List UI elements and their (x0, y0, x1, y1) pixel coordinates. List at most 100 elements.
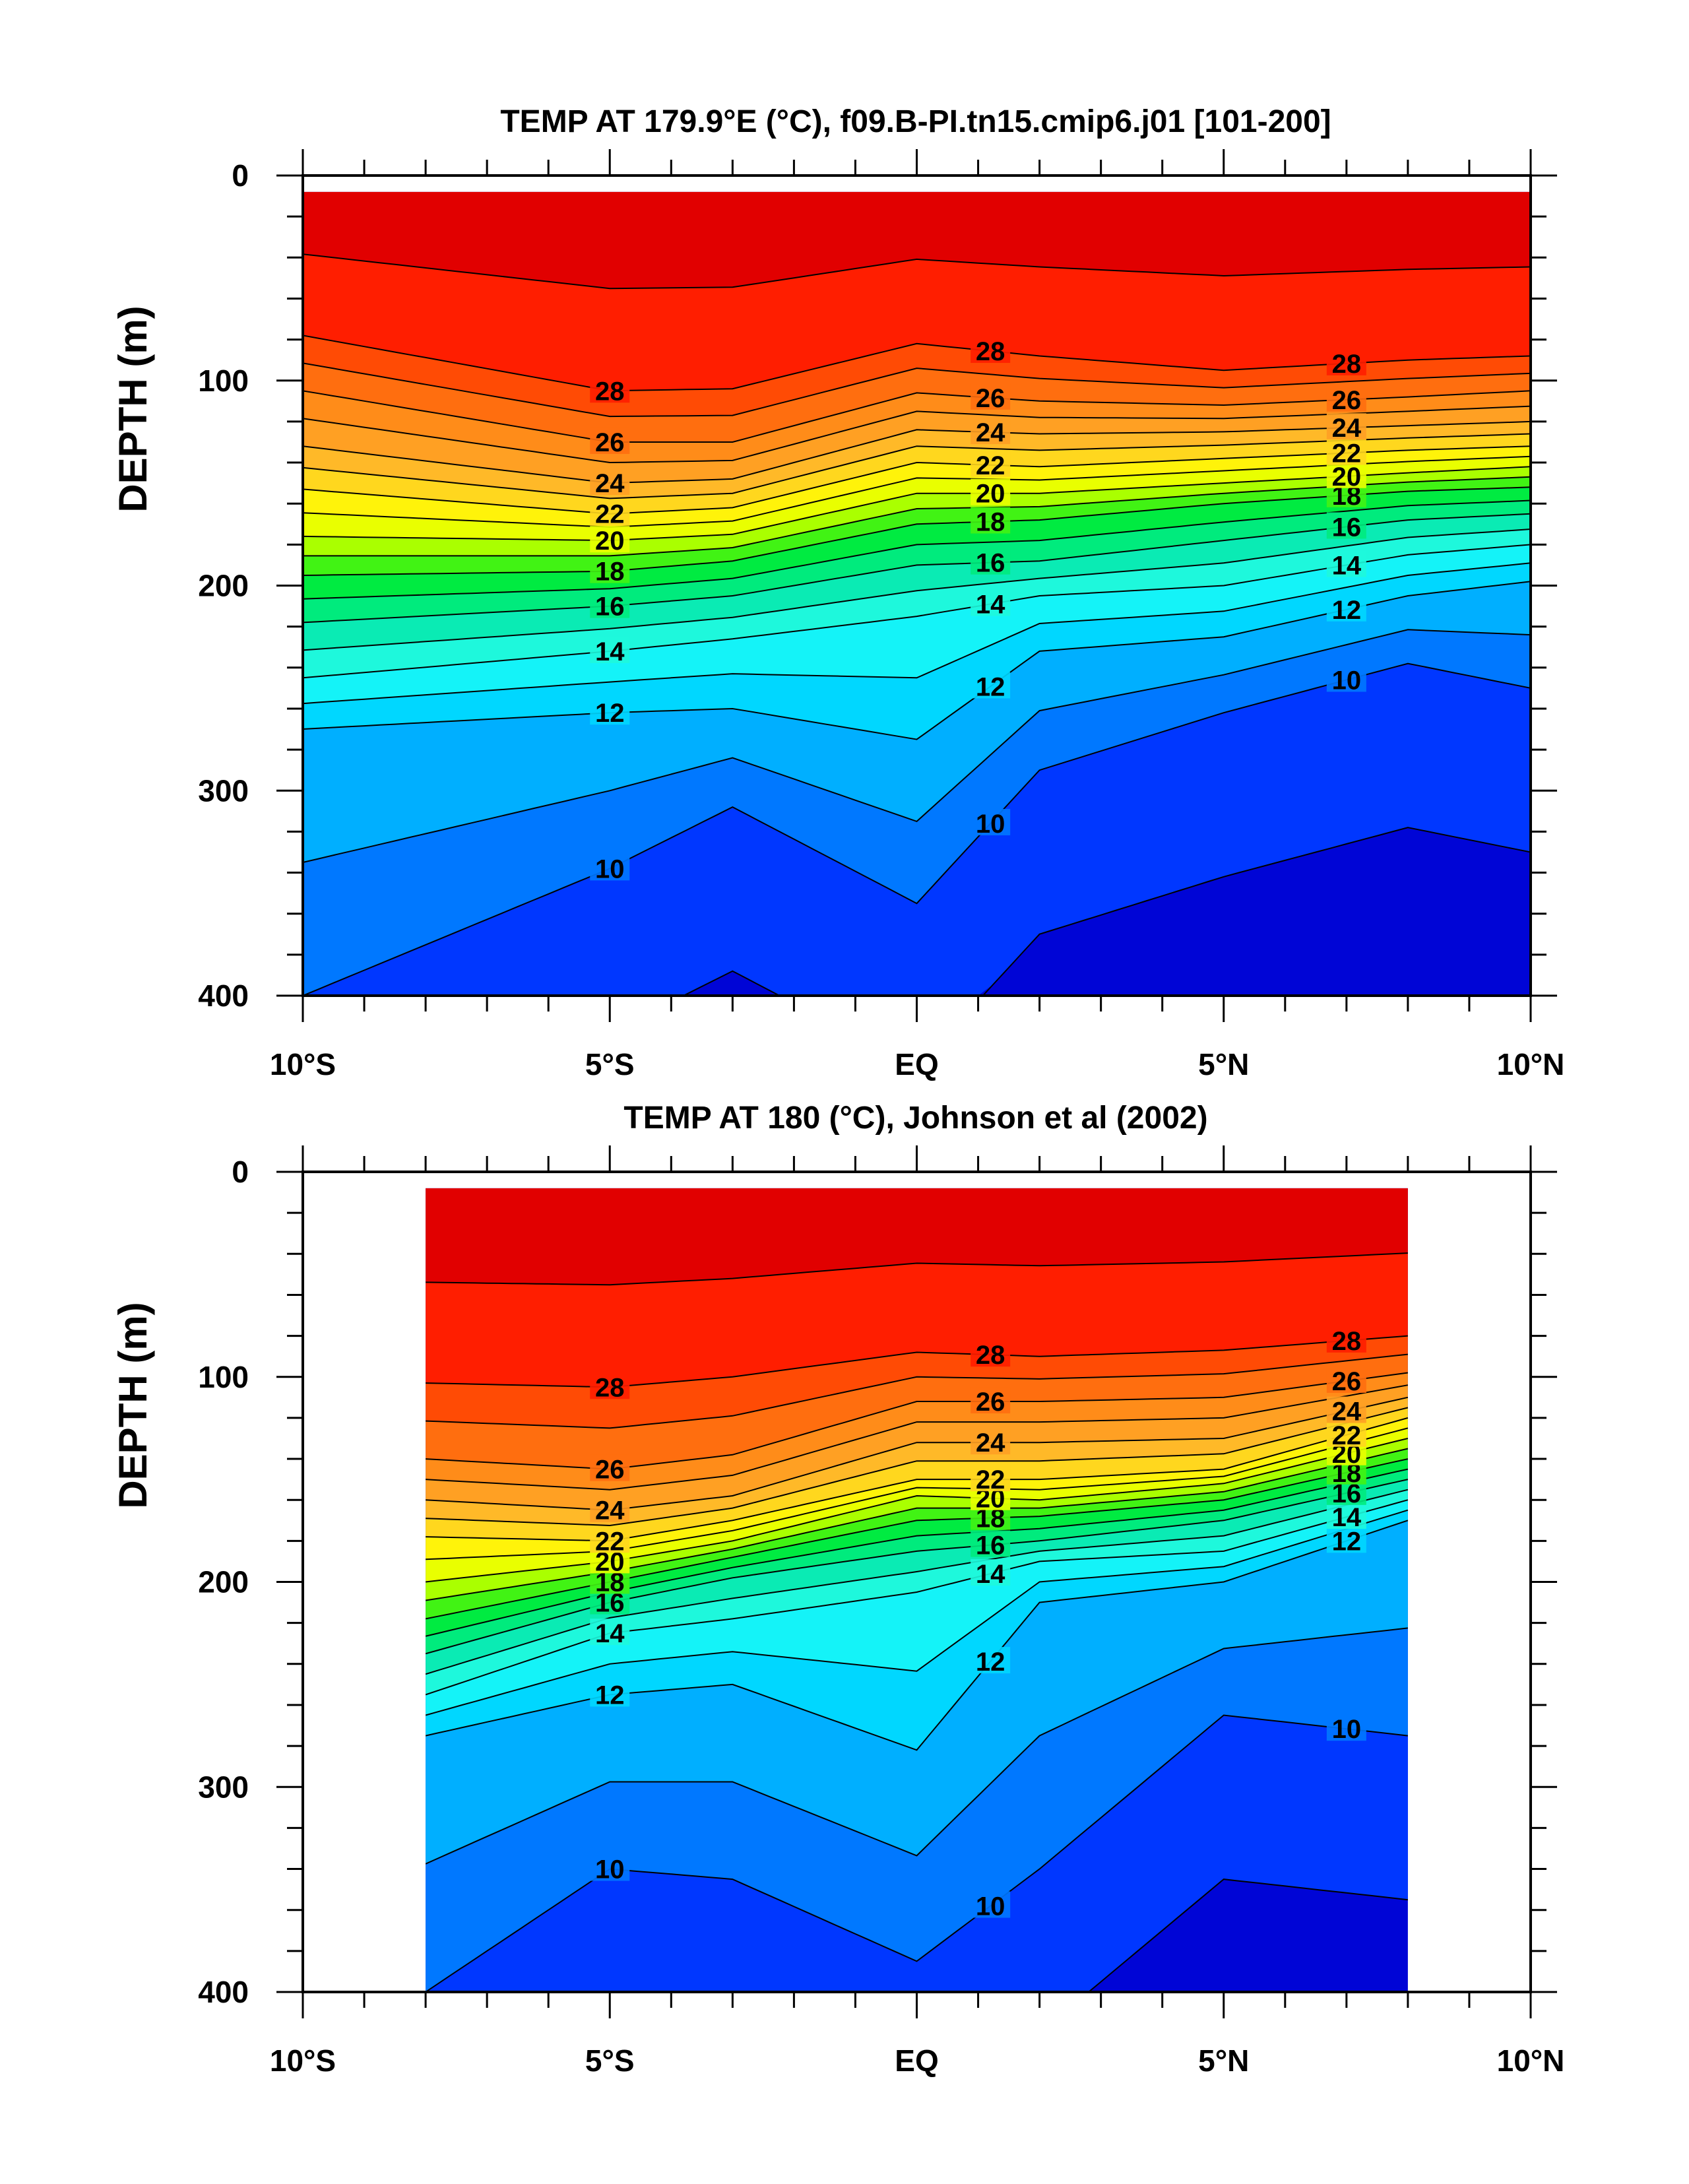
contour-label-12: 12 (976, 1648, 1005, 1677)
isotherm-10 (426, 1714, 1409, 1992)
x-tick-label: EQ (895, 1047, 938, 1081)
contour-label-20: 20 (976, 480, 1005, 509)
contour-label-10: 10 (595, 854, 625, 883)
panel-bottom-filled-contours (426, 1188, 1408, 1992)
contour-label-26: 26 (595, 1456, 625, 1485)
contour-label-16: 16 (976, 1531, 1005, 1560)
isotherm-22 (303, 445, 1531, 515)
contour-label-bg (1326, 594, 1366, 622)
panel-top-y-axis-label: DEPTH (m) (111, 305, 155, 512)
band-27 (426, 1335, 1408, 1429)
isotherm-11 (303, 629, 1531, 863)
isotherm-16 (303, 513, 1531, 624)
panel-bottom-axes: 0 100 200 300 400 10°S 5°S EQ 5°N 10°N (198, 1145, 1564, 2078)
isotherm-15 (303, 529, 1531, 651)
contour-label-bg (971, 507, 1011, 534)
band-28 (303, 254, 1531, 391)
band-12 (426, 1510, 1408, 1750)
isotherm-25 (303, 405, 1531, 464)
contour-label-bg (1326, 1420, 1366, 1447)
contour-label-26: 26 (595, 428, 625, 457)
isotherm-23 (303, 433, 1531, 499)
contour-label-10: 10 (976, 810, 1005, 839)
isotherm-16 (426, 1479, 1409, 1655)
contour-label-18: 18 (976, 508, 1005, 537)
contour-label-14: 14 (976, 590, 1005, 619)
band-26 (426, 1354, 1408, 1469)
panel-top-contour-labels: 1010101212121414141616161818182020202222… (590, 337, 1366, 883)
isotherm-21 (426, 1427, 1409, 1560)
y-tick-label: 300 (198, 1770, 249, 1804)
isotherm-21 (303, 455, 1531, 528)
band-13 (426, 1500, 1408, 1716)
contour-label-12: 12 (595, 699, 625, 728)
isotherm-26 (303, 390, 1531, 443)
panel-top-contour-lines (303, 253, 1531, 996)
panel-top-axes: 0 100 200 300 400 10°S 5°S EQ 5°N 10°N (198, 149, 1564, 1081)
isotherm-11 (426, 1627, 1409, 1865)
panel-bottom-contour-labels: 1010101212121414141616161818182020202222… (590, 1326, 1366, 1921)
contour-label-12: 12 (1332, 596, 1362, 625)
band-22 (426, 1407, 1408, 1541)
contour-label-10: 10 (976, 1892, 1005, 1921)
x-tick-label: 5°N (1198, 2043, 1249, 2078)
contour-label-bg (1326, 348, 1366, 375)
y-tick-label: 0 (232, 158, 249, 193)
contour-label-bg (590, 698, 630, 725)
panel-top-filled-contours (303, 191, 1531, 996)
y-tick-label: 0 (232, 1155, 249, 1189)
isotherm-22 (426, 1417, 1409, 1542)
isotherm-9 (682, 827, 1531, 996)
band-12 (303, 563, 1531, 740)
isotherm-25 (426, 1384, 1409, 1491)
contour-label-bg (1326, 461, 1366, 488)
band-21 (303, 446, 1531, 527)
isotherm-14 (426, 1499, 1409, 1696)
contour-label-bg (590, 1495, 630, 1522)
band-15 (426, 1479, 1408, 1675)
contour-label-bg (590, 1372, 630, 1399)
contour-label-10: 10 (595, 1855, 625, 1884)
contour-label-bg (1326, 665, 1366, 692)
band-surface (426, 1188, 1408, 1285)
band-25 (426, 1372, 1408, 1490)
isotherm-24 (303, 420, 1531, 484)
contour-label-bg (590, 376, 630, 403)
isotherm-13 (303, 562, 1531, 705)
band-23 (426, 1397, 1408, 1526)
contour-label-bg (971, 672, 1011, 699)
contour-label-bg (971, 383, 1011, 410)
band-20 (426, 1428, 1408, 1582)
isotherm-12 (303, 581, 1531, 740)
contour-label-bg (971, 1647, 1011, 1674)
band-9 (426, 1715, 1408, 1992)
contour-label-bg (1326, 1502, 1366, 1529)
contour-label-bg (971, 337, 1011, 364)
contour-label-12: 12 (1332, 1527, 1362, 1556)
contour-label-bg (971, 1559, 1011, 1586)
panel-bottom-contour-lines (426, 1252, 1409, 1992)
contour-label-28: 28 (976, 337, 1005, 366)
contour-label-10: 10 (1332, 666, 1362, 695)
isotherm-14 (303, 544, 1531, 679)
contour-label-26: 26 (976, 1388, 1005, 1417)
contour-label-14: 14 (1332, 1503, 1362, 1532)
contour-label-24: 24 (595, 1496, 625, 1526)
x-tick-label: 5°S (585, 1047, 635, 1081)
isotherm-29 (426, 1252, 1408, 1286)
x-tick-label: 10°N (1497, 2043, 1565, 2078)
y-tick-label: 200 (198, 569, 249, 603)
band-23 (303, 421, 1531, 499)
contour-label-16: 16 (1332, 513, 1362, 542)
contour-label-28: 28 (595, 377, 625, 406)
x-tick-label: 5°N (1198, 1047, 1249, 1081)
contour-label-bg (971, 1465, 1011, 1492)
panel-bottom-title: TEMP AT 180 (°C), Johnson et al (2002) (623, 1101, 1207, 1136)
contour-label-24: 24 (1332, 414, 1362, 443)
contour-label-bg (590, 591, 630, 618)
band-13 (303, 544, 1531, 704)
contour-label-bg (590, 854, 630, 881)
contour-label-bg (1326, 1714, 1366, 1741)
band-18 (303, 476, 1531, 575)
isotherm-13 (426, 1509, 1409, 1716)
